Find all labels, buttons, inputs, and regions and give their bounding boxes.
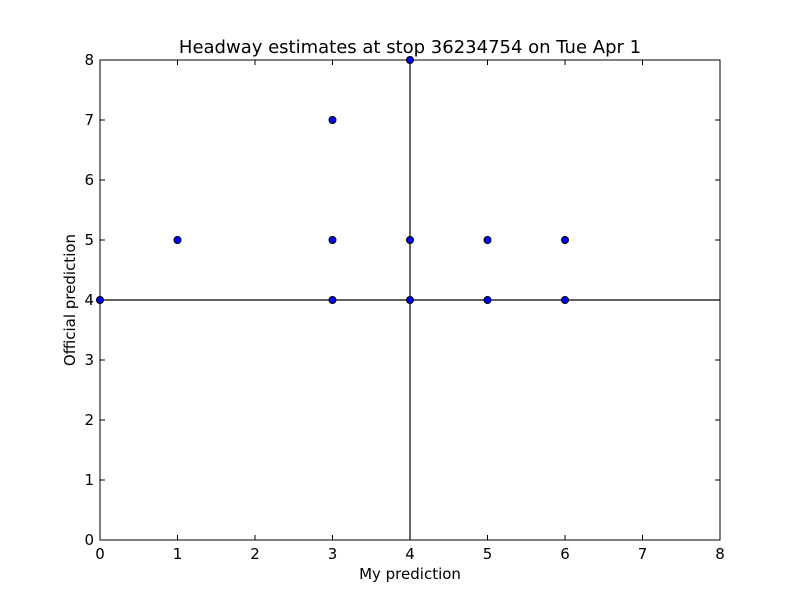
data-point xyxy=(328,236,337,244)
y-tick-label: 5 xyxy=(84,231,94,249)
x-tick-label: 3 xyxy=(328,545,338,563)
data-point xyxy=(561,236,569,244)
data-point xyxy=(328,116,337,124)
y-tick-label: 0 xyxy=(84,531,94,549)
x-tick-label: 0 xyxy=(95,545,105,563)
x-tick-label: 4 xyxy=(405,545,415,563)
data-point xyxy=(561,296,569,304)
x-tick-label: 6 xyxy=(560,545,570,563)
y-tick-label: 3 xyxy=(84,351,94,369)
data-point xyxy=(483,296,492,304)
data-point xyxy=(406,56,414,64)
y-tick-label: 6 xyxy=(84,171,94,189)
x-tick-label: 1 xyxy=(173,545,183,563)
x-tick-label: 5 xyxy=(483,545,493,563)
data-point xyxy=(406,296,414,304)
y-tick-label: 4 xyxy=(84,291,94,309)
plot-area: 0 1 2 3 4 5 6 7 8 0 1 2 3 4 5 6 7 8 xyxy=(84,51,724,563)
x-tick-label: 2 xyxy=(250,545,260,563)
x-tick-label: 7 xyxy=(638,545,648,563)
y-axis-label: Official prediction xyxy=(61,234,79,366)
data-point xyxy=(173,236,182,244)
chart-title: Headway estimates at stop 36234754 on Tu… xyxy=(179,37,641,58)
y-tick-label: 7 xyxy=(84,111,94,129)
x-tick-label: 8 xyxy=(715,545,725,563)
data-point xyxy=(483,236,492,244)
data-point xyxy=(96,296,104,304)
data-point xyxy=(328,296,337,304)
y-tick-label: 8 xyxy=(84,51,94,69)
y-tick-label: 2 xyxy=(84,411,94,429)
x-axis-label: My prediction xyxy=(359,565,461,583)
y-tick-label: 1 xyxy=(84,471,94,489)
data-point xyxy=(406,236,414,244)
